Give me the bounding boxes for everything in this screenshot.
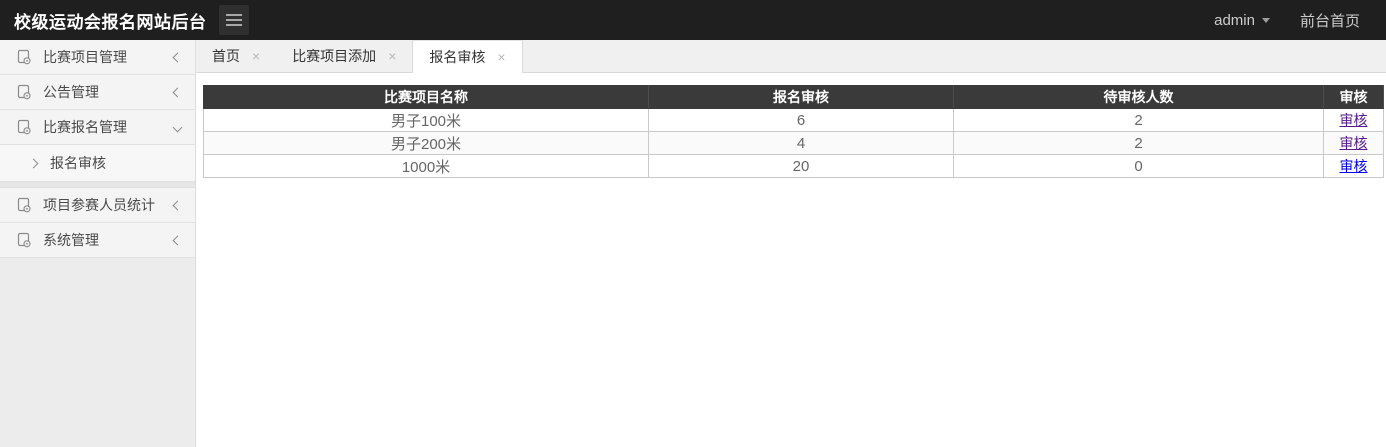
sidebar-item-participant-statistics[interactable]: 项目参赛人员统计 [0,188,195,223]
sidebar-item-label: 项目参赛人员统计 [43,197,155,213]
review-count-cell: 6 [648,108,954,132]
sidebar-item-system-management[interactable]: 系统管理 [0,223,195,258]
project-name-cell: 男子200米 [203,131,649,155]
action-cell: 审核 [1323,108,1384,132]
close-icon[interactable]: × [497,49,506,65]
tab-competition-project-add[interactable]: 比赛项目添加 × [276,40,412,72]
pending-count-cell: 2 [953,131,1324,155]
caret-down-icon [1261,17,1270,27]
action-cell: 审核 [1323,154,1384,178]
sidebar-item-label: 系统管理 [43,232,99,248]
front-home-link[interactable]: 前台首页 [1299,12,1360,30]
tab-home[interactable]: 首页 × [196,40,276,72]
header-right-area: admin 前台首页 [1214,10,1386,31]
sidebar-item-label: 公告管理 [43,84,99,100]
chevron-right-icon [28,158,39,168]
project-name-cell: 男子100米 [203,108,649,132]
chevron-left-icon [172,52,183,62]
main-area: 首页 × 比赛项目添加 × 报名审核 × 比赛项目名称 报名审核 [196,40,1386,447]
user-dropdown[interactable]: admin [1214,12,1270,29]
app-title: 校级运动会报名网站后台 [14,12,207,32]
column-header-pending-count: 待审核人数 [953,85,1324,109]
sidebar-subitem-label: 报名审核 [50,155,106,171]
file-gear-icon [17,84,31,100]
menu-group-separator [0,182,195,188]
table-row: 男子200米 4 2 审核 [203,131,1384,155]
tab-label: 首页 [212,48,240,64]
sidebar-item-announcement-management[interactable]: 公告管理 [0,75,195,110]
hamburger-menu-icon[interactable] [218,5,249,35]
chevron-left-icon [172,87,183,97]
action-cell: 审核 [1323,131,1384,155]
content-area: 比赛项目名称 报名审核 待审核人数 审核 男子100米 6 2 审核 [196,73,1386,178]
file-gear-icon [17,119,31,135]
review-link[interactable]: 审核 [1339,158,1368,174]
column-header-project-name: 比赛项目名称 [203,85,649,109]
review-count-cell: 20 [648,154,954,178]
pending-count-cell: 2 [953,108,1324,132]
table-header-row: 比赛项目名称 报名审核 待审核人数 审核 [203,85,1384,109]
username-label: admin [1214,11,1255,29]
column-header-action: 审核 [1323,85,1384,109]
close-icon[interactable]: × [388,48,397,64]
file-gear-icon [17,232,31,248]
tab-label: 报名审核 [429,49,486,65]
chevron-down-icon [172,122,183,132]
sidebar-item-competition-project-management[interactable]: 比赛项目管理 [0,40,195,75]
sidebar-item-registration-management[interactable]: 比赛报名管理 [0,110,195,145]
table-row: 1000米 20 0 审核 [203,154,1384,178]
file-gear-icon [17,197,31,213]
pending-count-cell: 0 [953,154,1324,178]
close-icon[interactable]: × [252,48,261,64]
project-name-cell: 1000米 [203,154,649,178]
chevron-left-icon [172,235,183,245]
sidebar-subitem-registration-review[interactable]: 报名审核 [0,145,195,182]
chevron-left-icon [172,200,183,210]
sidebar: 比赛项目管理 公告管理 比赛报名管理 报名审核 [0,40,196,447]
top-header-bar: 校级运动会报名网站后台 admin 前台首页 [0,0,1386,40]
file-gear-icon [17,49,31,65]
tab-registration-review[interactable]: 报名审核 × [412,40,523,73]
column-header-review: 报名审核 [648,85,954,109]
review-link[interactable]: 审核 [1339,112,1368,128]
tab-bar: 首页 × 比赛项目添加 × 报名审核 × [196,40,1386,73]
review-count-cell: 4 [648,131,954,155]
sidebar-item-label: 比赛项目管理 [43,49,127,65]
sidebar-item-label: 比赛报名管理 [43,119,127,135]
tab-label: 比赛项目添加 [292,48,377,64]
review-link[interactable]: 审核 [1339,135,1368,151]
table-row: 男子100米 6 2 审核 [203,108,1384,132]
review-table: 比赛项目名称 报名审核 待审核人数 审核 男子100米 6 2 审核 [203,85,1384,178]
